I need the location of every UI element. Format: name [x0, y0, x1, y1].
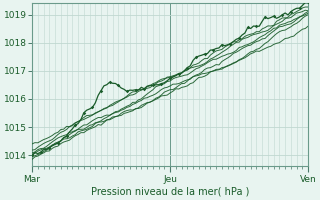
X-axis label: Pression niveau de la mer( hPa ): Pression niveau de la mer( hPa ) — [91, 187, 249, 197]
